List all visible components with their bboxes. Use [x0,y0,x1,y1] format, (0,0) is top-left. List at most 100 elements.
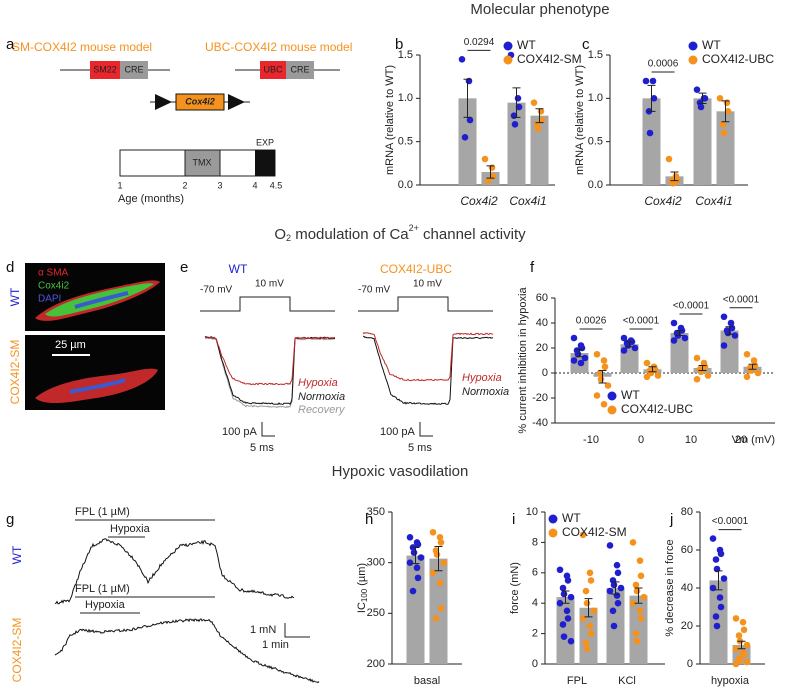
data-point [583,645,591,653]
data-point [740,651,748,658]
x-tick-label: FPL [567,675,587,687]
data-point [596,369,604,377]
title-part: modulation of Ca [291,226,409,243]
legend-label: COX4I2-SM [517,52,582,66]
data-point [717,550,725,558]
stim-label: Hypoxia [110,523,151,535]
data-point [720,313,728,321]
x-tick-label: KCl [618,675,636,687]
y-tick-label: 60 [681,544,693,556]
y-axis-label: IC100 (µm) [356,563,369,613]
section-title: Molecular phenotype [470,1,609,18]
data-point [697,103,705,111]
data-point [436,579,444,587]
drug-label: FPL (1 µM) [75,583,130,595]
panel-title: WT [229,262,248,276]
y-axis-label: force (mN) [509,562,521,614]
data-point [637,572,645,580]
data-point [560,633,568,640]
panel-d: α SMA Cox4i2 DAPI 25 µm WT COX4I2-SM [8,263,165,410]
data-point [461,134,469,141]
p-value: 0.0294 [464,37,495,48]
error-bar [714,570,723,591]
data-point [640,593,648,601]
data-point [567,593,575,601]
legend-marker [503,41,513,51]
y-tick-label: 40 [536,317,548,329]
trace [362,335,493,405]
data-point [637,615,645,622]
p-value: 0.0026 [576,316,607,327]
legend-marker [548,514,558,524]
legend-marker [688,41,698,51]
x-tick-label: Cox4i1 [509,194,546,208]
error-bar [670,171,679,182]
data-point [409,587,417,595]
x-tick-label: basal [414,675,440,687]
x-tick-label: Cox4i1 [695,194,732,208]
data-point [560,590,568,598]
data-point [570,357,578,364]
data-point [465,77,473,85]
data-point [600,357,608,364]
y-tick-label: 350 [367,506,385,518]
data-point [590,607,598,615]
protocol [358,296,493,312]
legend-marker [503,55,513,65]
error-bar [434,545,443,572]
data-point [610,622,618,630]
y-tick-label: -20 [532,392,548,404]
step-label: 10 mV [255,279,284,290]
data-point [617,584,625,592]
data-point [643,373,651,381]
legend-label: WT [702,38,721,52]
data-point [609,607,617,615]
error-bar [411,546,420,565]
promoter-box [90,61,120,79]
cre-label: CRE [124,64,143,74]
error-bar [584,598,593,618]
scale-label: 25 µm [55,339,86,351]
y-tick-label: 80 [681,506,693,518]
bar [556,597,575,664]
y-tick-label: 1.0 [398,92,413,104]
row-label: COX4I2-SM [10,618,24,683]
trace [54,618,320,684]
data-point [440,559,448,566]
data-point [620,334,628,342]
y-axis-label: % decrease in force [664,539,676,636]
legend-label: COX4I2-SM [562,525,627,539]
data-point [433,551,441,558]
data-point [720,342,728,349]
y-tick-label: 1.5 [398,49,413,61]
error-bar [698,365,707,371]
data-point [670,319,678,327]
data-point [636,557,644,564]
age-label: 3 [217,180,222,190]
data-point [466,116,474,124]
data-point [600,400,608,408]
data-point [642,77,650,85]
panel-letter: j [669,511,673,528]
panel-letter: d [6,259,14,276]
data-point [556,566,564,574]
loxp [228,94,245,110]
error-bar [598,370,607,384]
data-point [556,599,564,607]
legend-label: COX4I2-UBC [621,402,693,416]
scale-label: 5 ms [408,442,432,454]
stain-label: DAPI [38,294,61,305]
error-bar [486,165,495,179]
data-point [579,531,587,539]
y-tick-label: 1.5 [588,49,603,61]
p-value: 0.0006 [648,59,679,70]
y-tick-label: 4 [532,597,538,609]
trace-label: Hypoxia [462,372,502,384]
y-axis-label: mRNA (relative to WT) [384,65,396,175]
panel-letter: h [365,511,373,528]
data-point [712,613,720,620]
data-point [604,382,612,389]
bar [429,558,448,664]
panel-letter: e [180,259,188,276]
data-point [579,615,587,622]
